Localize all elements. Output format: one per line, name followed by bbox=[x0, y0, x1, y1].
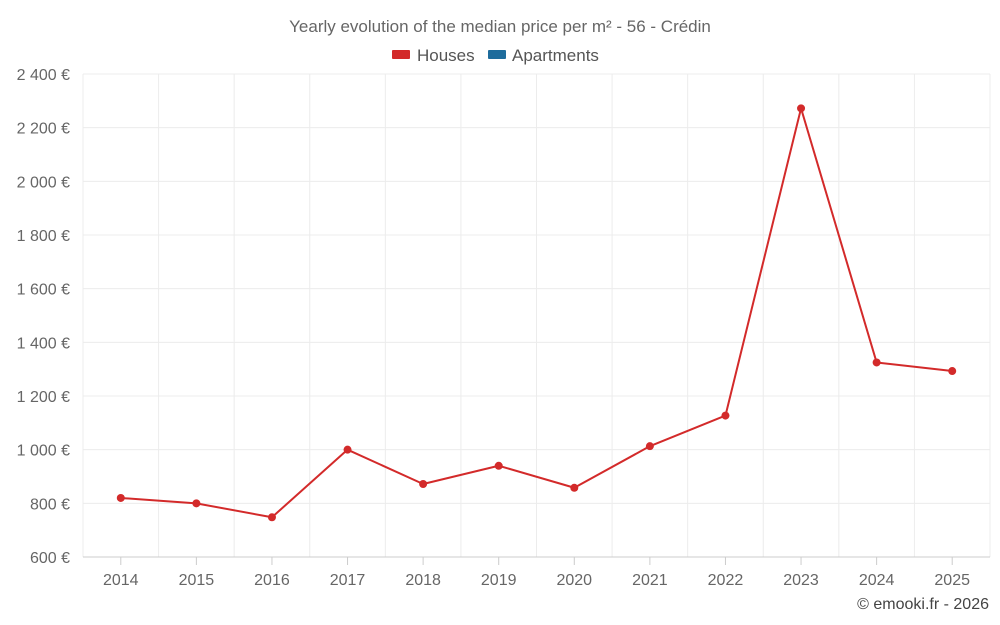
x-tick-label: 2015 bbox=[179, 572, 215, 589]
x-tick-label: 2016 bbox=[254, 572, 290, 589]
y-tick-label: 1 000 € bbox=[17, 443, 70, 460]
data-point-houses-2022[interactable] bbox=[721, 411, 730, 420]
series-line-houses bbox=[120, 107, 953, 519]
y-tick-label: 2 400 € bbox=[17, 67, 70, 84]
x-tick-label: 2024 bbox=[859, 572, 895, 589]
x-tick-label: 2020 bbox=[556, 572, 592, 589]
data-point-houses-2020[interactable] bbox=[570, 483, 579, 492]
data-point-houses-2018[interactable] bbox=[419, 480, 428, 489]
x-axis-ticks: 2014 2015 2016 2017 2018 2019 2020 2021 2022 2023… bbox=[103, 557, 970, 589]
series-houses bbox=[116, 104, 957, 522]
y-tick-label: 1 600 € bbox=[17, 282, 70, 299]
x-tick-label: 2019 bbox=[481, 572, 517, 589]
legend-item-houses[interactable]: Houses bbox=[392, 46, 475, 65]
legend-item-apartments[interactable]: Apartments bbox=[488, 46, 599, 65]
credit-text: © emooki.fr - 2026 bbox=[857, 596, 989, 613]
y-tick-label: 1 200 € bbox=[17, 389, 70, 406]
legend-swatch-houses bbox=[392, 50, 410, 59]
data-point-houses-2019[interactable] bbox=[494, 461, 503, 470]
x-tick-label: 2018 bbox=[405, 572, 441, 589]
data-point-houses-2017[interactable] bbox=[343, 445, 352, 454]
legend-swatch-apartments bbox=[488, 50, 506, 59]
legend-label-houses: Houses bbox=[417, 46, 475, 65]
y-tick-label: 1 400 € bbox=[17, 335, 70, 352]
data-point-houses-2016[interactable] bbox=[267, 513, 276, 522]
y-tick-label: 800 € bbox=[30, 496, 70, 513]
data-point-houses-2023[interactable] bbox=[797, 104, 806, 113]
y-tick-label: 600 € bbox=[30, 550, 70, 567]
legend-label-apartments: Apartments bbox=[512, 46, 599, 65]
data-point-houses-2025[interactable] bbox=[948, 367, 957, 376]
x-tick-label: 2021 bbox=[632, 572, 668, 589]
legend[interactable]: Houses Apartments bbox=[392, 46, 599, 65]
x-tick-label: 2017 bbox=[330, 572, 366, 589]
x-tick-label: 2014 bbox=[103, 572, 139, 589]
x-tick-label: 2022 bbox=[708, 572, 744, 589]
y-tick-label: 2 200 € bbox=[17, 121, 70, 138]
y-tick-label: 2 000 € bbox=[17, 174, 70, 191]
chart-title: Yearly evolution of the median price per… bbox=[289, 17, 711, 36]
y-tick-label: 1 800 € bbox=[17, 228, 70, 245]
data-point-houses-2021[interactable] bbox=[645, 442, 654, 451]
x-gridlines bbox=[82, 74, 991, 557]
x-tick-label: 2025 bbox=[934, 572, 970, 589]
data-point-houses-2015[interactable] bbox=[192, 499, 201, 508]
x-tick-label: 2023 bbox=[783, 572, 819, 589]
data-point-houses-2024[interactable] bbox=[872, 358, 881, 367]
data-point-houses-2014[interactable] bbox=[116, 493, 125, 502]
y-axis-ticks: 600 € 800 € 1 000 € 1 200 € 1 400 € 1 600 € 1 … bbox=[17, 67, 70, 567]
